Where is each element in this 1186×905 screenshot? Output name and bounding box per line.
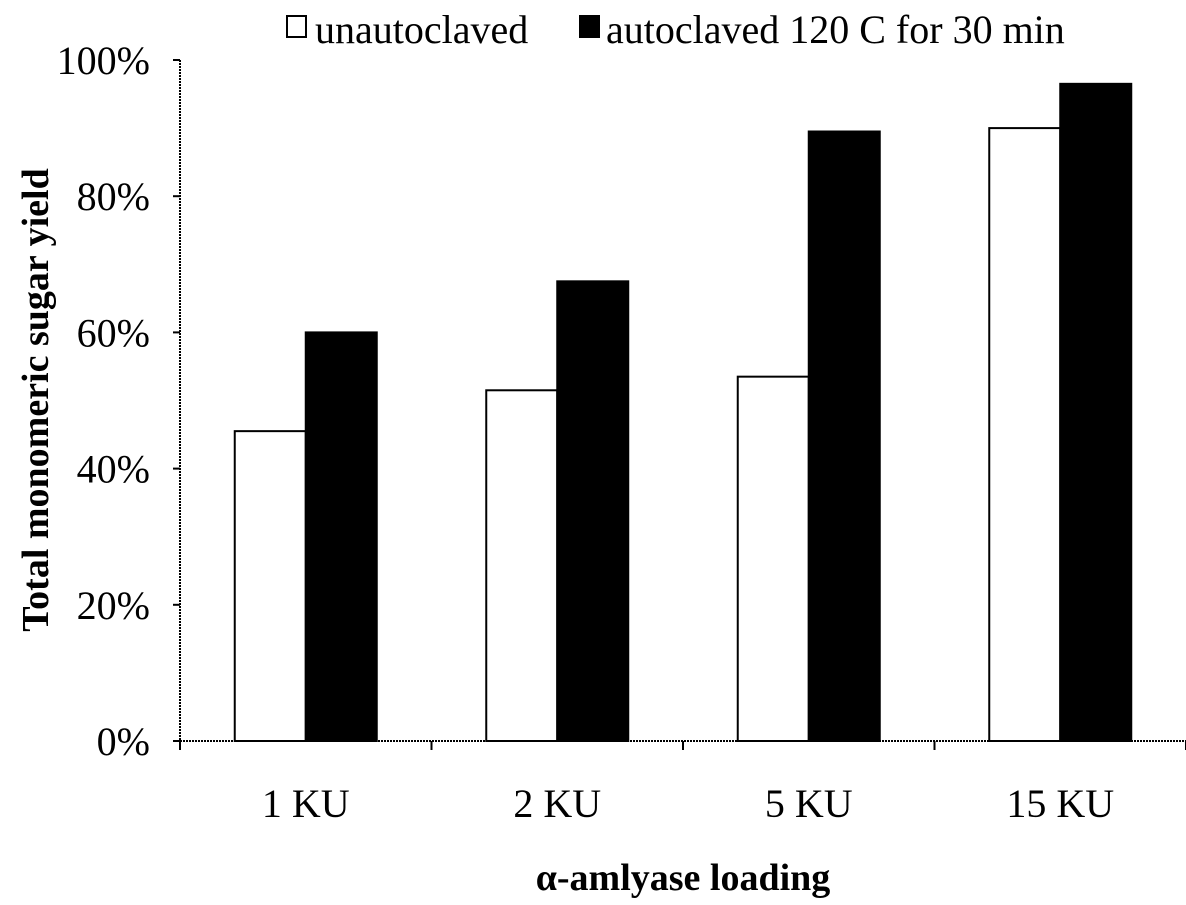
x-tick-label: 5 KU — [765, 781, 853, 826]
bar-unautoclaved-1 — [485, 389, 559, 742]
bar-autoclaved-0 — [304, 331, 378, 742]
legend-swatch — [579, 15, 600, 38]
legend-swatch — [286, 15, 307, 38]
x-axis: 1 KU 2 KU 5 KU 15 KU — [179, 740, 1186, 826]
y-tick-label: 100% — [57, 38, 150, 83]
x-tick-label: 1 KU — [262, 781, 350, 826]
x-tick-label: 2 KU — [513, 781, 601, 826]
bars — [233, 82, 1133, 743]
legend-label: unautoclaved — [315, 7, 528, 52]
legend-label: autoclaved 120 C for 30 min — [606, 7, 1065, 52]
x-axis-title: α-amlyase loading — [536, 857, 831, 899]
legend: unautoclaved autoclaved 120 C for 30 min — [286, 7, 1065, 52]
bar-unautoclaved-0 — [233, 430, 307, 742]
bar-unautoclaved-2 — [736, 375, 810, 742]
y-tick-label: 80% — [77, 174, 150, 219]
y-tick-label: 40% — [77, 447, 150, 492]
bar-autoclaved-2 — [807, 130, 881, 742]
y-axis-title: Total monomeric sugar yield — [15, 168, 57, 631]
bar-autoclaved-3 — [1059, 82, 1133, 742]
bar-unautoclaved-3 — [988, 127, 1062, 743]
y-tick-label: 20% — [77, 583, 150, 628]
bar-autoclaved-1 — [556, 280, 630, 742]
y-tick-label: 60% — [77, 310, 150, 355]
y-axis: 0% 20% 40% 60% 80% 100% — [57, 38, 181, 764]
y-tick-label: 0% — [97, 719, 150, 764]
x-tick-label: 15 KU — [1006, 781, 1114, 826]
